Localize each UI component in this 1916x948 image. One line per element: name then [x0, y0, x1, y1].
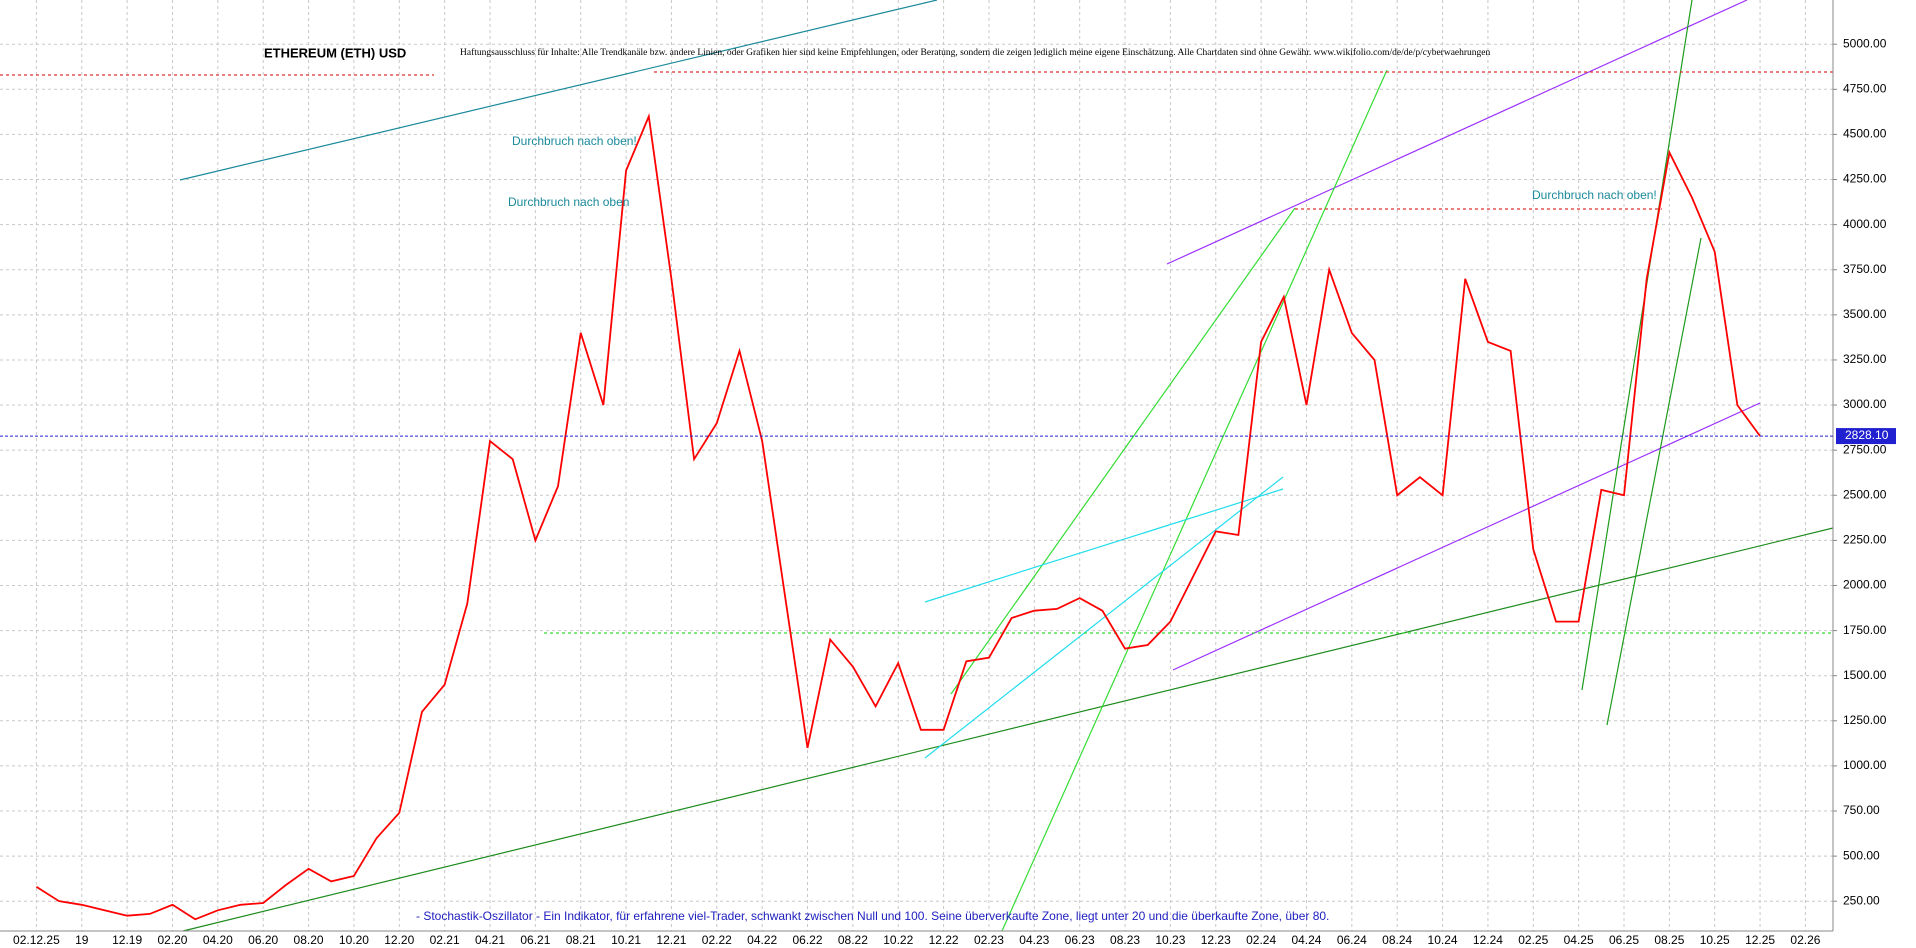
- x-tick-label: 08.24: [1382, 933, 1412, 947]
- y-tick-label: 3750.00: [1843, 262, 1887, 276]
- trendline: [1172, 402, 1761, 671]
- y-tick-label: 2500.00: [1843, 487, 1887, 501]
- x-tick-label: 04.24: [1291, 933, 1321, 947]
- x-tick-label: 06.22: [793, 933, 823, 947]
- x-tick-label: 06.23: [1065, 933, 1095, 947]
- trendline: [924, 488, 1284, 603]
- price-line: [35, 113, 1761, 921]
- footnote: - Stochastik-Oszillator - Ein Indikator,…: [416, 909, 1329, 923]
- trendline: [924, 476, 1284, 759]
- x-tick-label: 12.23: [1201, 933, 1231, 947]
- x-tick-label: 02.24: [1246, 933, 1276, 947]
- x-tick-label: 10.21: [611, 933, 641, 947]
- trendline: [1001, 69, 1388, 932]
- x-tick-label: 04.22: [747, 933, 777, 947]
- x-tick-label: 04.23: [1019, 933, 1049, 947]
- trendline: [950, 207, 1296, 695]
- x-tick-label: 12.19: [112, 933, 142, 947]
- x-tick-label: 08.20: [294, 933, 324, 947]
- annotation: Durchbruch nach oben: [508, 195, 629, 209]
- x-tick-label: 02.12.25: [13, 933, 60, 947]
- x-tick-label: 06.20: [248, 933, 278, 947]
- y-tick-label: 4000.00: [1843, 217, 1887, 231]
- x-tick-label: 10.22: [883, 933, 913, 947]
- y-tick-label: 4750.00: [1843, 81, 1887, 95]
- y-tick-label: 1750.00: [1843, 623, 1887, 637]
- y-tick-label: 5000.00: [1843, 36, 1887, 50]
- x-tick-label: 12.22: [929, 933, 959, 947]
- y-tick-label: 1500.00: [1843, 668, 1887, 682]
- y-tick-label: 2000.00: [1843, 578, 1887, 592]
- chart-title: ETHEREUM (ETH) USD: [264, 45, 406, 60]
- x-tick-label: 02.20: [157, 933, 187, 947]
- x-tick-label: 06.21: [520, 933, 550, 947]
- y-tick-label: 1000.00: [1843, 758, 1887, 772]
- x-tick-label: 06.24: [1337, 933, 1367, 947]
- x-tick-label: 08.21: [566, 933, 596, 947]
- y-tick-label: 4500.00: [1843, 127, 1887, 141]
- trendline: [182, 527, 1834, 932]
- x-tick-label: 10.25: [1700, 933, 1730, 947]
- annotation: Durchbruch nach oben!: [1532, 188, 1657, 202]
- x-tick-label: 19: [75, 933, 89, 947]
- last-price-box: [1836, 428, 1896, 445]
- disclaimer: Haftungsausschluss für Inhalte: Alle Tre…: [460, 47, 1491, 58]
- trendline: [1166, 0, 1748, 265]
- trendline: [179, 0, 938, 181]
- x-tick-label: 12.25: [1745, 933, 1775, 947]
- x-tick-label: 04.21: [475, 933, 505, 947]
- x-tick-label: 12.20: [384, 933, 414, 947]
- x-tick-label: 02.25: [1518, 933, 1548, 947]
- x-tick-label: 02.26: [1790, 933, 1820, 947]
- x-tick-label: 02.22: [702, 933, 732, 947]
- x-tick-label: 12.21: [656, 933, 686, 947]
- last-price-label: 2828.10: [1845, 428, 1889, 442]
- x-tick-label: 08.23: [1110, 933, 1140, 947]
- y-tick-label: 3500.00: [1843, 307, 1887, 321]
- x-tick-label: 06.25: [1609, 933, 1639, 947]
- y-tick-label: 1250.00: [1843, 713, 1887, 727]
- y-tick-label: 3250.00: [1843, 352, 1887, 366]
- y-tick-label: 250.00: [1843, 893, 1880, 907]
- x-tick-label: 10.24: [1428, 933, 1458, 947]
- y-tick-label: 750.00: [1843, 803, 1880, 817]
- x-tick-label: 02.21: [430, 933, 460, 947]
- x-tick-label: 10.20: [339, 933, 369, 947]
- x-tick-label: 08.22: [838, 933, 868, 947]
- y-tick-label: 500.00: [1843, 848, 1880, 862]
- trendlines: [0, 0, 1834, 932]
- trendline: [1581, 0, 1693, 691]
- x-tick-label: 12.24: [1473, 933, 1503, 947]
- x-tick-label: 08.25: [1654, 933, 1684, 947]
- x-tick-label: 04.25: [1564, 933, 1594, 947]
- x-tick-label: 02.23: [974, 933, 1004, 947]
- annotation: Durchbruch nach oben!: [512, 134, 637, 148]
- x-tick-label: 10.23: [1155, 933, 1185, 947]
- trendline: [1606, 237, 1702, 726]
- grid: [0, 0, 1833, 931]
- y-tick-label: 2750.00: [1843, 442, 1887, 456]
- y-tick-label: 2250.00: [1843, 533, 1887, 547]
- y-tick-label: 3000.00: [1843, 397, 1887, 411]
- y-tick-label: 4250.00: [1843, 172, 1887, 186]
- x-tick-label: 04.20: [203, 933, 233, 947]
